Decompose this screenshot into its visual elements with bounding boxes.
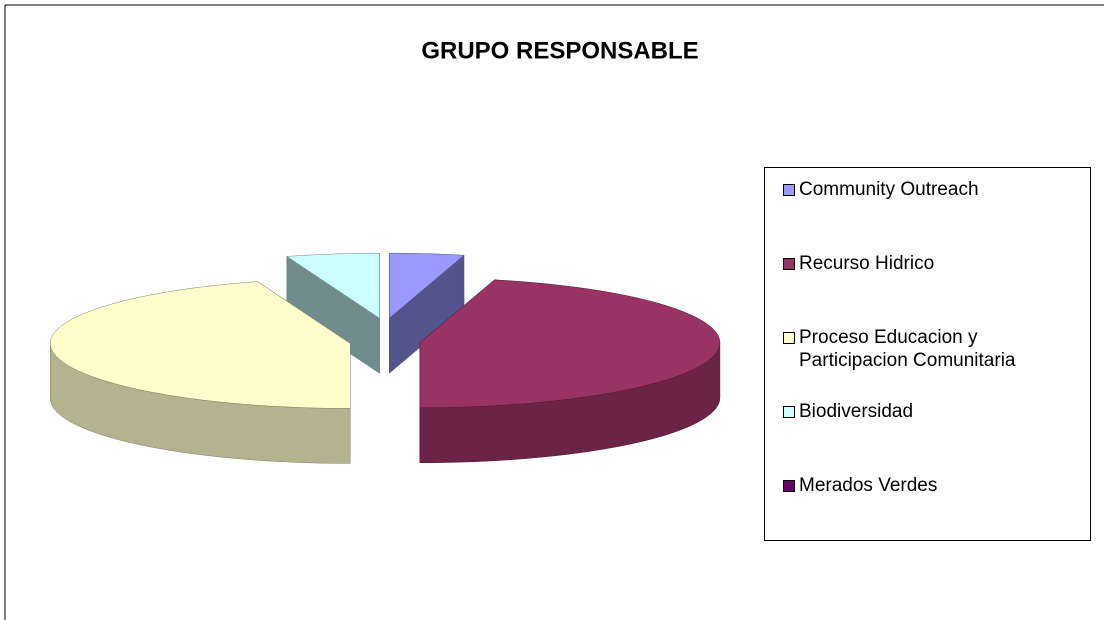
legend-label: Biodiversidad — [799, 401, 914, 422]
legend-label: Recurso Hidrico — [799, 253, 935, 274]
pie-slice — [419, 279, 721, 464]
legend: Community Outreach Recurso Hidrico Proceso… — [764, 167, 1091, 541]
legend-item: Biodiversidad — [783, 400, 1090, 474]
pie-slice — [286, 253, 380, 374]
pie-slice — [49, 281, 351, 464]
pie-slice — [389, 252, 465, 374]
legend-swatch — [783, 184, 795, 196]
chart-title: GRUPO RESPONSABLE — [421, 37, 698, 64]
legend-label: Merados Verdes — [799, 475, 938, 496]
legend-swatch — [783, 480, 795, 492]
legend-label: Community Outreach — [799, 179, 979, 200]
slice-top — [389, 252, 465, 319]
legend-item: Merados Verdes — [783, 474, 1090, 548]
slice-top — [50, 281, 351, 409]
legend-item: Recurso Hidrico — [783, 252, 1090, 326]
slice-top — [286, 253, 380, 319]
legend-swatch — [783, 406, 795, 418]
legend-swatch — [783, 258, 795, 270]
legend-item: Community Outreach — [783, 178, 1090, 252]
legend-swatch — [783, 332, 795, 344]
legend-item: Proceso Educacion y Participacion Comuni… — [783, 326, 1090, 400]
slice-top — [419, 279, 721, 409]
legend-label: Proceso Educacion y Participacion Comuni… — [799, 327, 1016, 371]
